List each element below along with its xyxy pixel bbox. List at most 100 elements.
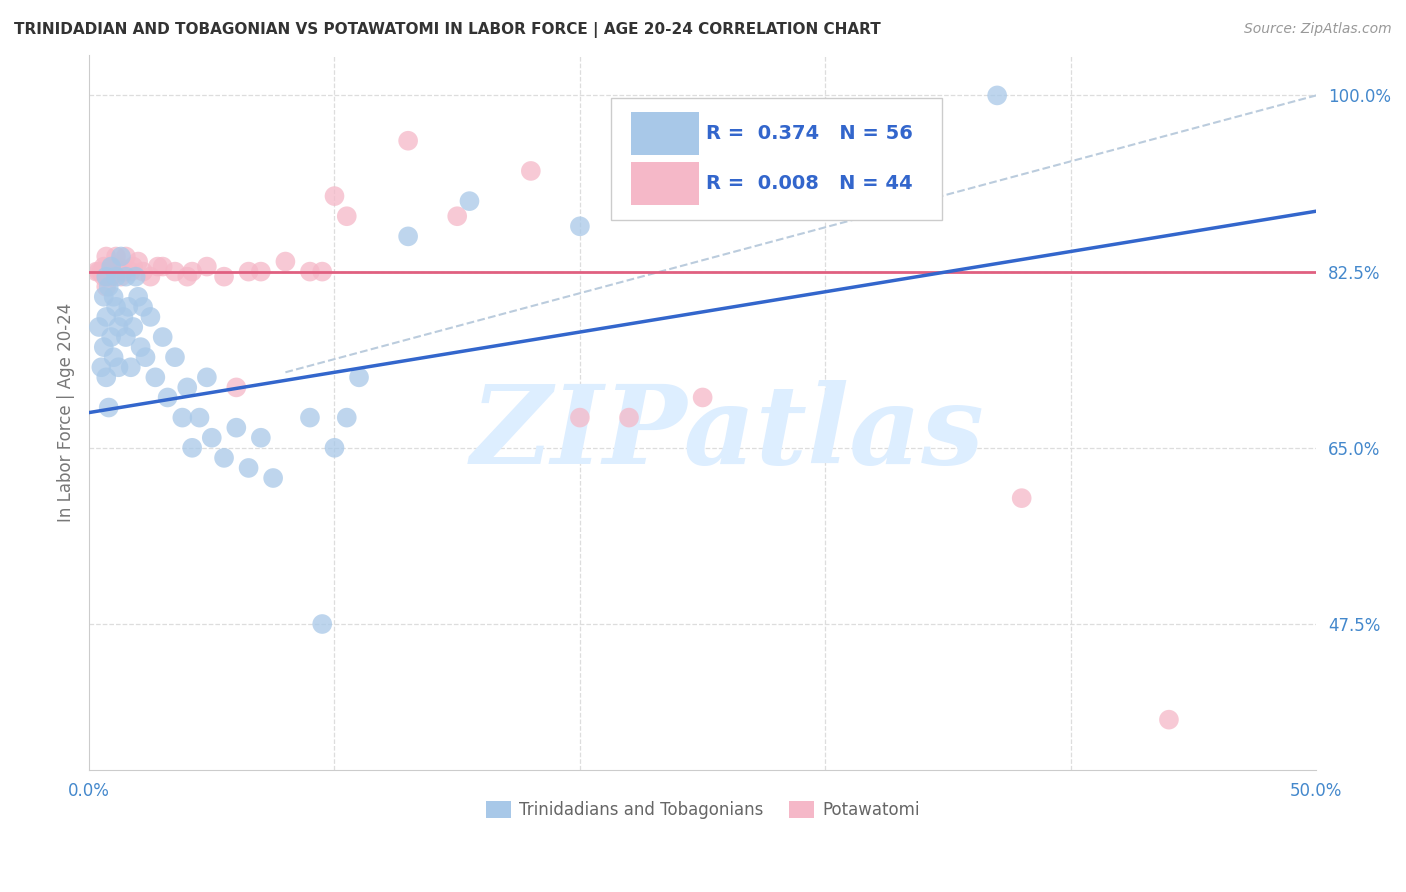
Point: [163, 264, 186, 278]
Point: [100, 269, 122, 284]
Point: [107, 360, 129, 375]
Point: [139, 310, 162, 324]
Point: [863, 169, 886, 183]
Point: [122, 320, 145, 334]
Point: [139, 269, 162, 284]
Point: [643, 189, 665, 203]
Point: [115, 330, 138, 344]
Point: [152, 260, 174, 274]
Point: [617, 410, 640, 425]
Point: [132, 300, 155, 314]
Point: [100, 260, 122, 274]
Point: [195, 370, 218, 384]
Point: [323, 189, 346, 203]
Text: R =  0.374   N = 56: R = 0.374 N = 56: [706, 124, 912, 144]
Point: [96, 269, 118, 284]
FancyBboxPatch shape: [631, 162, 699, 205]
Point: [96, 279, 118, 293]
Point: [97, 401, 120, 415]
Point: [129, 340, 152, 354]
Point: [156, 391, 179, 405]
Point: [181, 264, 204, 278]
Point: [115, 250, 138, 264]
Point: [238, 264, 260, 278]
Point: [152, 330, 174, 344]
Point: [225, 380, 247, 394]
Text: Source: ZipAtlas.com: Source: ZipAtlas.com: [1244, 22, 1392, 37]
Point: [201, 431, 224, 445]
Point: [97, 279, 120, 293]
Point: [122, 260, 145, 274]
Point: [176, 269, 198, 284]
Point: [103, 290, 125, 304]
Point: [181, 441, 204, 455]
Point: [86, 264, 108, 278]
Point: [87, 264, 110, 278]
Point: [112, 264, 135, 278]
Point: [110, 269, 132, 284]
Point: [127, 254, 149, 268]
Point: [250, 264, 273, 278]
Point: [117, 300, 139, 314]
Point: [93, 340, 115, 354]
Point: [195, 260, 218, 274]
Point: [132, 264, 155, 278]
Point: [105, 250, 128, 264]
Point: [446, 209, 468, 223]
Point: [568, 219, 591, 234]
Point: [163, 350, 186, 364]
Point: [103, 350, 125, 364]
Point: [298, 264, 321, 278]
Text: TRINIDADIAN AND TOBAGONIAN VS POTAWATOMI IN LABOR FORCE | AGE 20-24 CORRELATION : TRINIDADIAN AND TOBAGONIAN VS POTAWATOMI…: [14, 22, 880, 38]
Point: [115, 269, 138, 284]
Point: [120, 264, 142, 278]
Text: ZIPatlas: ZIPatlas: [470, 380, 984, 488]
Point: [105, 300, 128, 314]
Point: [100, 330, 122, 344]
Point: [336, 410, 359, 425]
Point: [146, 260, 169, 274]
Point: [188, 410, 211, 425]
Point: [336, 209, 359, 223]
Point: [323, 441, 346, 455]
Point: [125, 269, 148, 284]
Point: [212, 269, 235, 284]
Point: [1011, 491, 1033, 505]
Point: [93, 290, 115, 304]
Point: [568, 410, 591, 425]
Point: [176, 380, 198, 394]
Point: [107, 320, 129, 334]
Point: [238, 461, 260, 475]
Point: [347, 370, 370, 384]
Point: [212, 450, 235, 465]
FancyBboxPatch shape: [631, 112, 699, 155]
Point: [143, 370, 166, 384]
Point: [225, 420, 247, 434]
Point: [96, 310, 118, 324]
Point: [250, 431, 273, 445]
Point: [103, 264, 125, 278]
Point: [311, 264, 333, 278]
Point: [93, 260, 115, 274]
Point: [134, 350, 156, 364]
Point: [127, 290, 149, 304]
Point: [100, 260, 122, 274]
Point: [110, 250, 132, 264]
Point: [96, 370, 118, 384]
Point: [172, 410, 194, 425]
Point: [90, 264, 112, 278]
Point: [90, 360, 112, 375]
Point: [396, 229, 419, 244]
Point: [520, 164, 543, 178]
Point: [298, 410, 321, 425]
FancyBboxPatch shape: [610, 98, 942, 219]
Point: [112, 310, 135, 324]
Point: [96, 250, 118, 264]
Point: [120, 360, 142, 375]
Point: [87, 320, 110, 334]
Y-axis label: In Labor Force | Age 20-24: In Labor Force | Age 20-24: [58, 303, 75, 522]
Point: [93, 269, 115, 284]
Point: [986, 88, 1008, 103]
Point: [97, 264, 120, 278]
Point: [105, 269, 128, 284]
